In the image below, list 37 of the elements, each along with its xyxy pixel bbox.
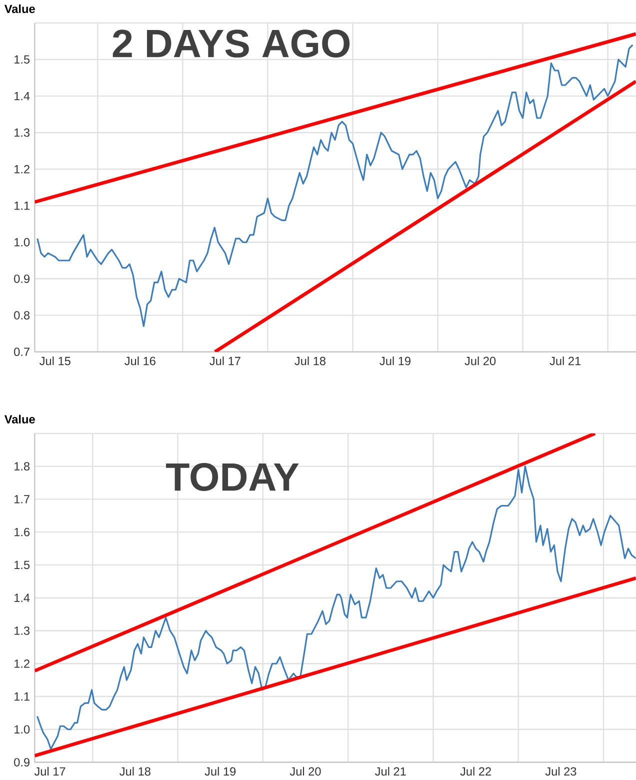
y-tick-label: 0.8 (14, 311, 30, 320)
x-tick-label: Jul 19 (379, 356, 410, 366)
text: TODAY (166, 463, 299, 491)
x-tick-label: Jul 21 (374, 766, 406, 776)
y-tick-label: 1.2 (14, 165, 30, 174)
y-tick-label: 1.6 (14, 528, 30, 536)
y-tick-label: 1.7 (14, 495, 30, 504)
y-tick-label: 1.2 (14, 659, 30, 668)
y-tick-label: 0.9 (14, 758, 30, 766)
x-tick-label: Jul 20 (464, 356, 496, 366)
x-tick-label: Jul 21 (549, 356, 580, 366)
x-tick-label: Jul 15 (39, 356, 70, 366)
y-tick-label: 1.5 (14, 55, 30, 64)
y-tick-label: 1.8 (14, 462, 30, 470)
y-tick-label: 0.9 (14, 274, 30, 283)
y-tick-label: 1.1 (14, 692, 30, 701)
x-tick-label: Jul 22 (460, 766, 491, 776)
y-tick-label: 1.0 (14, 238, 30, 246)
y-tick-label: 1.3 (14, 626, 30, 635)
y-axis-title: Value (4, 4, 35, 14)
x-tick-label: Jul 17 (34, 766, 65, 776)
x-tick-label: Jul 18 (294, 356, 326, 366)
x-tick-label: Jul 16 (124, 356, 156, 366)
y-axis-title: Value (4, 414, 35, 424)
x-tick-label: Jul 17 (209, 356, 240, 366)
x-tick-label: Jul 23 (545, 766, 576, 776)
y-tick-label: 1.0 (14, 725, 30, 734)
y-tick-label: 1.3 (14, 128, 30, 137)
x-tick-label: Jul 20 (290, 766, 321, 776)
x-tick-label: Jul 19 (204, 766, 236, 776)
x-tick-label: Jul 18 (119, 766, 150, 776)
y-tick-label: 1.4 (14, 594, 30, 602)
y-tick-label: 1.1 (14, 202, 30, 210)
chart-title: 2 DAYS AGO (112, 30, 350, 58)
y-tick-label: 1.5 (14, 560, 30, 570)
y-tick-label: 1.4 (14, 92, 30, 100)
y-tick-label: 0.7 (14, 348, 30, 356)
